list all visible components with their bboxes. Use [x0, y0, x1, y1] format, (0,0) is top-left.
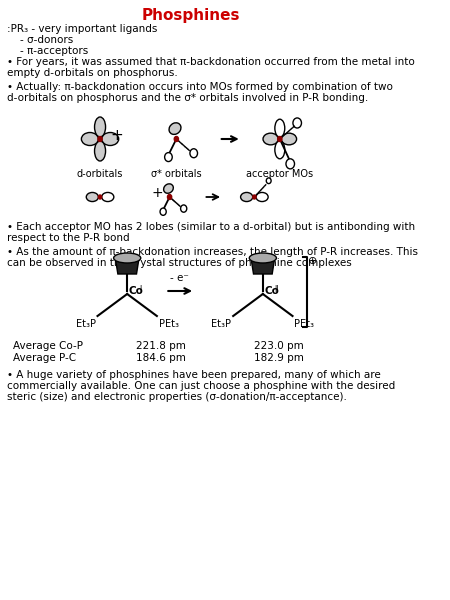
Circle shape: [160, 208, 166, 215]
Ellipse shape: [86, 193, 99, 202]
Text: respect to the P-R bond: respect to the P-R bond: [7, 233, 130, 243]
Text: +: +: [151, 186, 162, 200]
Circle shape: [252, 195, 256, 199]
Text: • Each acceptor MO has 2 lobes (similar to a d-orbital) but is antibonding with: • Each acceptor MO has 2 lobes (similar …: [7, 222, 415, 232]
Ellipse shape: [94, 117, 106, 137]
Text: PEt₃: PEt₃: [158, 319, 179, 329]
Text: empty d-orbitals on phosphorus.: empty d-orbitals on phosphorus.: [7, 68, 178, 78]
Ellipse shape: [94, 141, 106, 161]
Text: σ* orbitals: σ* orbitals: [151, 169, 202, 179]
Ellipse shape: [102, 193, 114, 202]
Text: 184.6 pm: 184.6 pm: [135, 353, 185, 363]
Text: 221.8 pm: 221.8 pm: [135, 341, 185, 351]
Ellipse shape: [249, 253, 276, 263]
Text: PEt₃: PEt₃: [294, 319, 314, 329]
Text: II: II: [274, 286, 279, 295]
Ellipse shape: [169, 123, 181, 134]
Text: I: I: [139, 286, 141, 295]
Circle shape: [99, 195, 102, 199]
Text: Average P-C: Average P-C: [13, 353, 76, 363]
Ellipse shape: [164, 184, 173, 193]
Text: 182.9 pm: 182.9 pm: [254, 353, 304, 363]
Ellipse shape: [81, 133, 99, 145]
Text: • As the amount of π-backdonation increases, the length of P-R increases. This: • As the amount of π-backdonation increa…: [7, 247, 418, 257]
Text: Phosphines: Phosphines: [142, 8, 240, 23]
Ellipse shape: [256, 193, 268, 202]
Circle shape: [98, 136, 102, 142]
Text: Et₃P: Et₃P: [76, 319, 96, 329]
Text: - π-acceptors: - π-acceptors: [7, 46, 88, 56]
Circle shape: [286, 159, 294, 169]
Ellipse shape: [263, 133, 278, 145]
Text: d-orbitals: d-orbitals: [77, 169, 123, 179]
Ellipse shape: [102, 133, 119, 145]
Ellipse shape: [275, 141, 285, 159]
Ellipse shape: [275, 119, 285, 137]
Circle shape: [293, 118, 302, 128]
Text: ⊕: ⊕: [308, 256, 317, 266]
Text: acceptor MOs: acceptor MOs: [246, 169, 313, 179]
Polygon shape: [115, 258, 139, 274]
Text: • A huge variety of phosphines have been prepared, many of which are: • A huge variety of phosphines have been…: [7, 370, 381, 380]
Text: - e⁻: - e⁻: [170, 273, 189, 283]
Text: Average Co-P: Average Co-P: [13, 341, 83, 351]
Polygon shape: [251, 258, 274, 274]
Text: +: +: [111, 127, 123, 142]
Text: - σ-donors: - σ-donors: [7, 35, 73, 45]
Text: Co: Co: [265, 286, 279, 296]
Circle shape: [174, 136, 179, 142]
Text: • For years, it was assumed that π-backdonation occurred from the metal into: • For years, it was assumed that π-backd…: [7, 57, 414, 67]
Text: commercially available. One can just choose a phosphine with the desired: commercially available. One can just cho…: [7, 381, 395, 391]
Circle shape: [180, 205, 187, 212]
Circle shape: [167, 194, 172, 199]
Circle shape: [266, 178, 271, 184]
Text: Et₃P: Et₃P: [212, 319, 231, 329]
Text: d-orbitals on phosphorus and the σ* orbitals involved in P-R bonding.: d-orbitals on phosphorus and the σ* orbi…: [7, 93, 368, 103]
Ellipse shape: [281, 133, 297, 145]
Circle shape: [278, 136, 282, 142]
Ellipse shape: [113, 253, 141, 263]
Text: :PR₃ - very important ligands: :PR₃ - very important ligands: [7, 24, 157, 34]
Circle shape: [165, 152, 172, 161]
Ellipse shape: [241, 193, 253, 202]
Text: • Actually: π-backdonation occurs into MOs formed by combination of two: • Actually: π-backdonation occurs into M…: [7, 82, 393, 92]
Text: Co: Co: [129, 286, 144, 296]
Text: can be observed in the crystal structures of phosphine complexes: can be observed in the crystal structure…: [7, 258, 351, 268]
Text: steric (size) and electronic properties (σ-donation/π-acceptance).: steric (size) and electronic properties …: [7, 392, 346, 402]
Circle shape: [190, 149, 198, 158]
Text: 223.0 pm: 223.0 pm: [254, 341, 304, 351]
